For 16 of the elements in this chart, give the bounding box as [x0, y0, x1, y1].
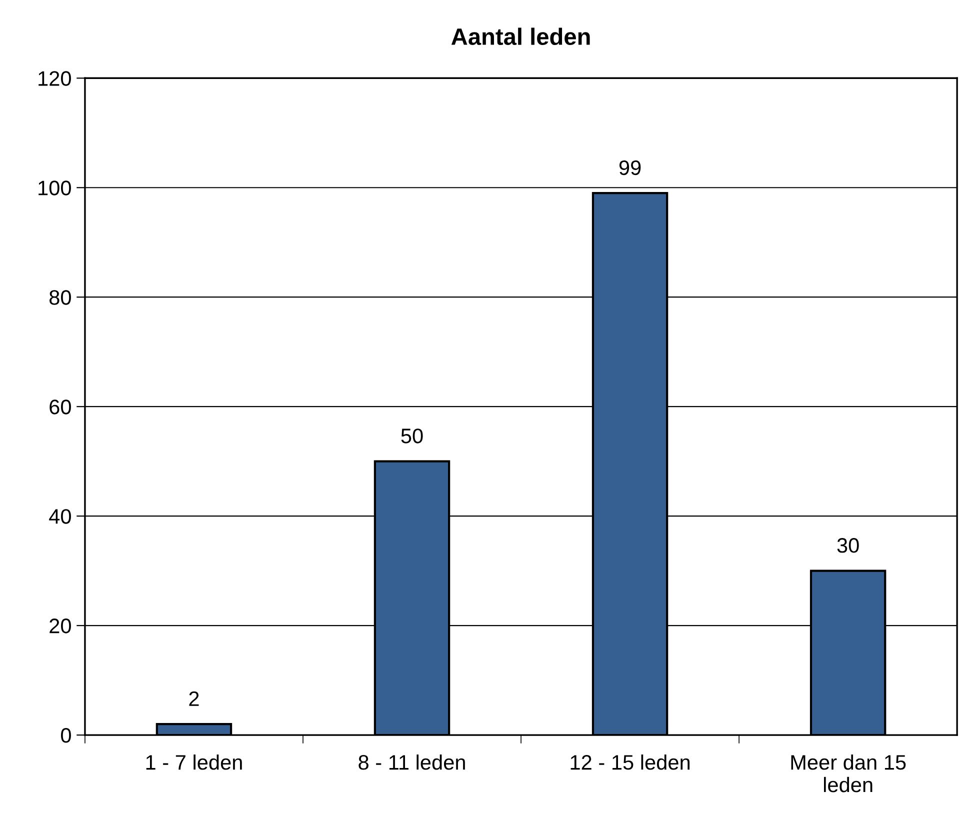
y-tick-label: 40 [49, 509, 71, 524]
y-tick-label: 0 [61, 728, 71, 743]
data-label: 50 [401, 428, 423, 444]
x-tick-label: 12 - 15 leden [570, 754, 690, 770]
data-label: 2 [189, 691, 199, 706]
y-tick-label: 20 [50, 618, 71, 634]
y-tick-label: 100 [38, 180, 71, 196]
chart-title: Aantal leden [451, 28, 590, 46]
x-tick-label: 1 - 7 leden [146, 754, 242, 770]
y-tick-label: 80 [50, 290, 71, 305]
x-tick-label: 8 - 11 leden [358, 754, 465, 770]
y-tick-label: 60 [50, 400, 71, 414]
y-tick-label: 120 [38, 71, 71, 86]
data-label: 30 [837, 538, 859, 553]
x-tick-label: Meer dan 15 leden [791, 754, 906, 792]
data-label: 99 [619, 160, 641, 176]
